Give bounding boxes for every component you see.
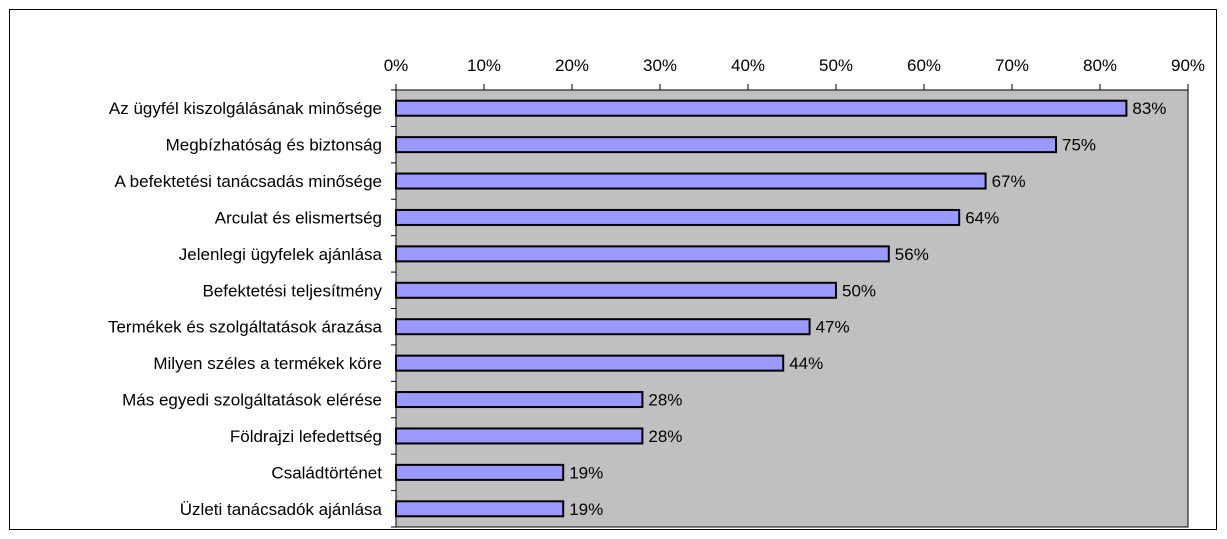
x-tick-label: 70% xyxy=(995,56,1029,75)
category-labels: Az ügyfél kiszolgálásának minősége Megbíz… xyxy=(108,99,383,519)
bar xyxy=(395,391,644,409)
x-axis-ticks xyxy=(395,84,1189,90)
category-label: Üzleti tanácsadók ajánlása xyxy=(180,500,383,519)
x-tick-label: 40% xyxy=(731,56,765,75)
data-label: 28% xyxy=(648,391,682,410)
category-label: A befektetési tanácsadás minősége xyxy=(115,172,382,191)
data-label: 44% xyxy=(789,354,823,373)
data-label: 64% xyxy=(965,208,999,227)
bar xyxy=(395,427,644,445)
x-tick-label: 90% xyxy=(1171,56,1205,75)
data-label: 67% xyxy=(992,172,1026,191)
category-label: Földrajzi lefedettség xyxy=(230,427,382,446)
bar xyxy=(395,208,961,226)
bar xyxy=(395,354,785,372)
bar xyxy=(395,136,1057,154)
x-tick-label: 30% xyxy=(643,56,677,75)
bar xyxy=(395,245,890,263)
data-label: 56% xyxy=(895,245,929,264)
data-label: 83% xyxy=(1132,99,1166,118)
data-label: 19% xyxy=(569,463,603,482)
x-tick-label: 80% xyxy=(1083,56,1117,75)
category-label: Az ügyfél kiszolgálásának minősége xyxy=(109,99,382,118)
data-label: 28% xyxy=(648,427,682,446)
data-label: 75% xyxy=(1062,136,1096,155)
data-label: 50% xyxy=(842,281,876,300)
bars xyxy=(395,99,1128,518)
category-label: Megbízhatóság és biztonság xyxy=(166,136,382,155)
y-axis-ticks xyxy=(391,89,396,528)
x-tick-label: 60% xyxy=(907,56,941,75)
category-label: Termékek és szolgáltatások árazása xyxy=(108,318,383,337)
bar xyxy=(395,99,1128,117)
category-label: Családtörténet xyxy=(271,463,382,482)
bar xyxy=(395,172,987,190)
x-tick-label: 20% xyxy=(555,56,589,75)
data-labels: 83% 75% 67% 64% 56% 50% 47% 44% 28% 28% 19% 19% xyxy=(569,99,1166,519)
bar xyxy=(395,318,811,336)
x-tick-label: 50% xyxy=(819,56,853,75)
category-label: Jelenlegi ügyfelek ajánlása xyxy=(179,245,383,264)
x-tick-label: 10% xyxy=(467,56,501,75)
category-label: Más egyedi szolgáltatások elérése xyxy=(122,391,382,410)
x-axis-tick-labels: 0% 10% 20% 30% 40% 50% 60% 70% 80% 90% xyxy=(384,56,1205,75)
category-label: Befektetési teljesítmény xyxy=(202,281,382,300)
bar xyxy=(395,463,565,481)
plot-area xyxy=(395,89,1189,528)
x-tick-label: 0% xyxy=(384,56,409,75)
bar xyxy=(395,500,565,518)
category-label: Arculat és elismertség xyxy=(215,208,382,227)
data-label: 19% xyxy=(569,500,603,519)
category-label: Milyen széles a termékek köre xyxy=(153,354,382,373)
bar xyxy=(395,281,837,299)
data-label: 47% xyxy=(816,318,850,337)
